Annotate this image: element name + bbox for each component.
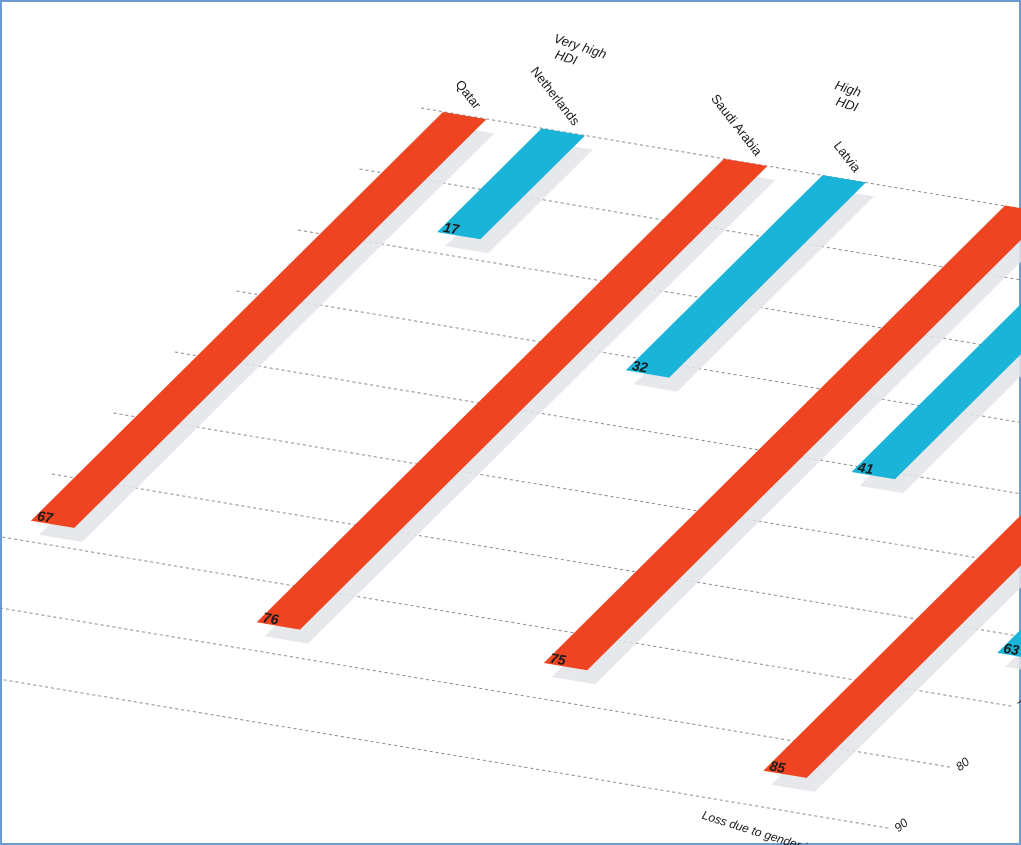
- bar-qatar: [30, 112, 487, 528]
- group-label-0: Very highHDI: [547, 31, 608, 76]
- country-label-saudi-arabia: Saudi Arabia: [708, 91, 766, 159]
- gridline-80: [0, 607, 952, 768]
- gridline-20: [297, 229, 1021, 352]
- bar-yemen: [763, 515, 1021, 778]
- value-label-iraq: 75: [549, 650, 567, 668]
- gridlines: [0, 107, 1021, 829]
- gridline-70: [0, 536, 1014, 707]
- bars: [30, 112, 1021, 778]
- value-label-burundi: 63: [1002, 640, 1020, 658]
- tick-label-90: 90: [891, 815, 910, 834]
- bar-netherlands: [437, 128, 585, 240]
- bar-latvia: [625, 175, 866, 378]
- value-label-qatar: 67: [36, 508, 55, 527]
- bar-saudi-arabia: [256, 158, 768, 630]
- country-label-qatar: Qatar: [452, 77, 484, 112]
- bar-china: [851, 303, 1021, 480]
- value-label-latvia: 32: [631, 357, 649, 375]
- gridline-60: [51, 473, 1021, 637]
- country-label-latvia: Latvia: [831, 138, 865, 175]
- bar-iraq: [543, 205, 1021, 671]
- bar-burundi: [997, 629, 1021, 657]
- gridline-0: [420, 107, 1021, 210]
- tick-label-80: 80: [953, 754, 972, 773]
- gridline-30: [236, 290, 1021, 424]
- value-label-china: 41: [856, 459, 875, 478]
- value-label-saudi-arabia: 76: [262, 609, 280, 627]
- axis-title: Loss due to gender inequality (%): [700, 808, 875, 845]
- value-label-yemen: 85: [768, 758, 786, 776]
- gridline-90: [0, 678, 891, 829]
- country-label-netherlands: Netherlands: [528, 64, 583, 129]
- gridline-10: [359, 168, 1021, 281]
- tick-label-70: 70: [1014, 693, 1021, 712]
- gridline-50: [113, 412, 1021, 566]
- group-label-1: HighHDI: [828, 77, 865, 114]
- value-label-netherlands: 17: [442, 219, 461, 238]
- gridline-40: [174, 351, 1021, 495]
